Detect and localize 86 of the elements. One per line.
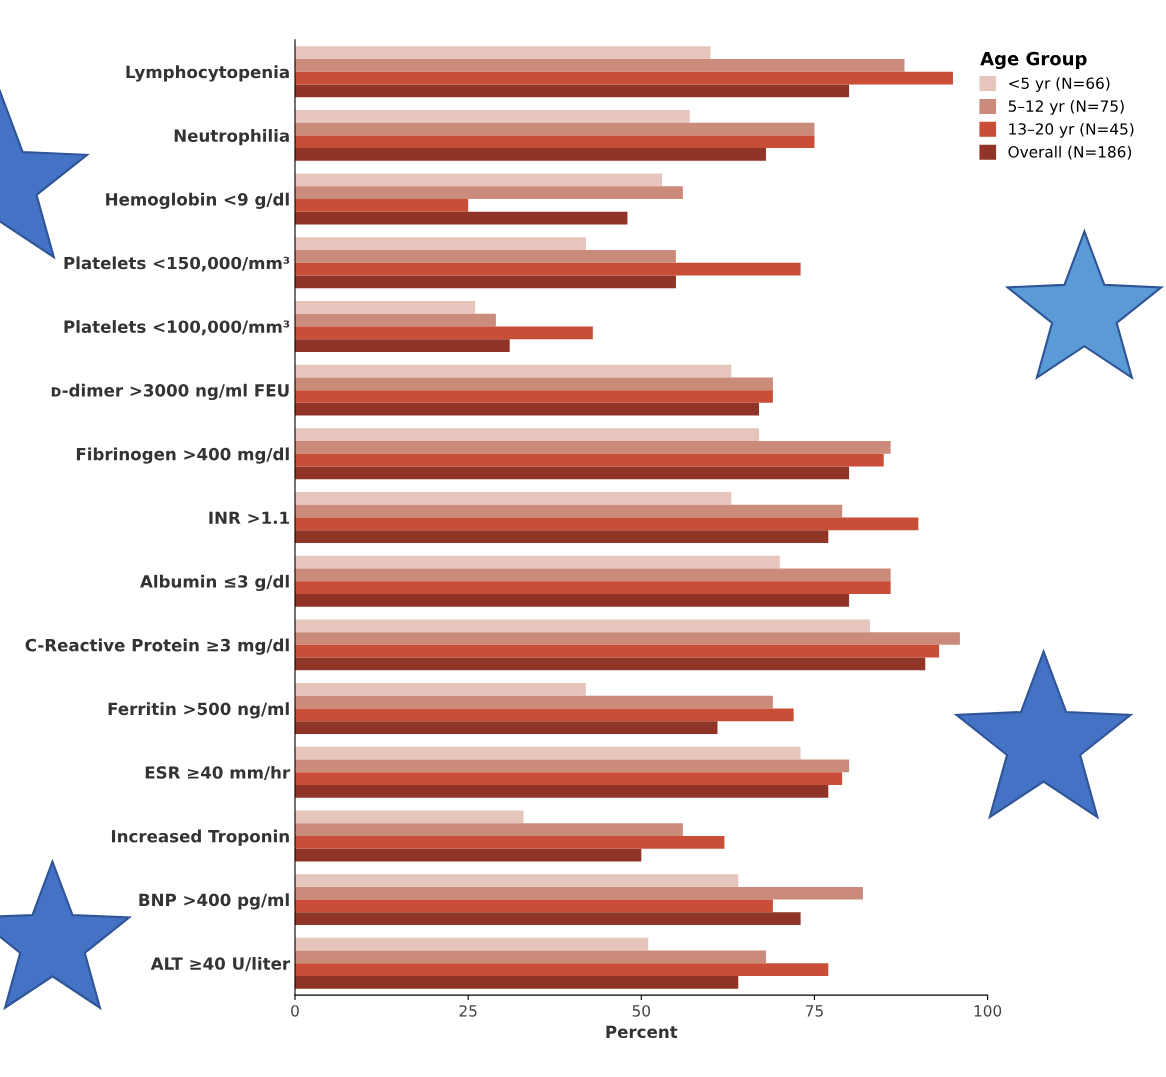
bar [295, 173, 663, 187]
bar [295, 568, 891, 582]
bar [295, 453, 884, 467]
bar [295, 109, 690, 123]
bar [295, 530, 829, 543]
bar [295, 886, 863, 900]
bar [295, 339, 510, 352]
bar [295, 912, 801, 926]
bar [295, 619, 870, 633]
y-tick-label: Platelets <150,000/mm³ [64, 256, 290, 272]
bar [295, 517, 919, 531]
bar [295, 250, 676, 263]
bar [295, 326, 593, 340]
bar [295, 466, 850, 480]
x-tick-label: 50 [632, 1005, 651, 1017]
bar [295, 899, 773, 913]
bar [295, 313, 496, 327]
bar [295, 835, 725, 849]
x-tick-label: 75 [805, 1005, 823, 1017]
bar [295, 428, 760, 442]
bar [295, 874, 739, 887]
y-tick-label: ᴅ-dimer >3000 ng/ml FEU [51, 383, 289, 401]
bar [295, 721, 718, 735]
x-tick-label: 25 [459, 1005, 477, 1017]
bar [295, 695, 773, 709]
bar [295, 683, 586, 696]
bar [295, 772, 843, 785]
bar [295, 963, 829, 977]
bar [295, 122, 815, 136]
y-tick-label: Platelets <100,000/mm³ [64, 320, 290, 336]
y-tick-label: ESR ≥40 mm/hr [145, 765, 291, 781]
y-tick-label: Increased Troponin [111, 829, 289, 846]
bar [295, 950, 766, 964]
y-tick-label: INR >1.1 [209, 511, 289, 524]
bar [295, 148, 766, 161]
bar [295, 377, 773, 391]
bar [295, 237, 586, 251]
bar [295, 810, 524, 824]
bar [295, 492, 732, 505]
y-tick-label: ALT ≥40 U/liter [150, 956, 291, 972]
bar [295, 644, 940, 658]
bar [295, 581, 891, 594]
bar [295, 275, 676, 289]
bar [295, 390, 773, 403]
y-tick-label: BNP >400 pg/ml [139, 893, 289, 910]
bar [295, 84, 850, 98]
bar [295, 632, 960, 645]
legend-label: 13–20 yr (N=45) [1009, 122, 1134, 138]
bar [295, 784, 829, 798]
bar [295, 300, 476, 314]
bar [295, 708, 794, 722]
bar [295, 199, 469, 212]
bar [295, 441, 891, 454]
y-tick-label: Fibrinogen >400 mg/dl [76, 447, 289, 464]
bar [295, 823, 683, 836]
legend-title: Age Group [980, 51, 1087, 70]
y-tick-label: Lymphocytopenia [126, 65, 289, 82]
bar [295, 71, 953, 85]
bar [295, 504, 843, 518]
bar [295, 593, 850, 607]
bar [295, 364, 732, 378]
y-tick-label: Albumin ≤3 g/dl [140, 574, 289, 592]
bar [295, 555, 780, 569]
legend-label: Overall (N=186) [1008, 145, 1132, 160]
bar [295, 211, 628, 225]
y-tick-label: C-Reactive Protein ≥3 mg/dl [25, 638, 289, 655]
bar [295, 976, 739, 989]
y-tick-label: Neutrophilia [174, 129, 289, 146]
x-axis-title: Percent [606, 1025, 678, 1039]
legend-label: <5 yr (N=66) [1009, 77, 1110, 92]
bar [295, 848, 642, 862]
bar [295, 657, 926, 671]
x-tick-label: 100 [974, 1005, 1002, 1017]
bar [295, 402, 760, 416]
bar [295, 746, 801, 760]
legend-label: 5–12 yr (N=75) [1008, 100, 1124, 115]
bar [295, 46, 711, 59]
y-tick-label: Ferritin >500 ng/ml [108, 702, 289, 719]
bar [295, 135, 815, 149]
bar [295, 262, 801, 276]
bar [295, 759, 850, 773]
bar [295, 937, 649, 951]
y-tick-label: Hemoglobin <9 g/dl [106, 192, 289, 209]
bar [295, 186, 683, 200]
x-tick-label: 0 [291, 1005, 299, 1017]
bar [295, 58, 905, 72]
